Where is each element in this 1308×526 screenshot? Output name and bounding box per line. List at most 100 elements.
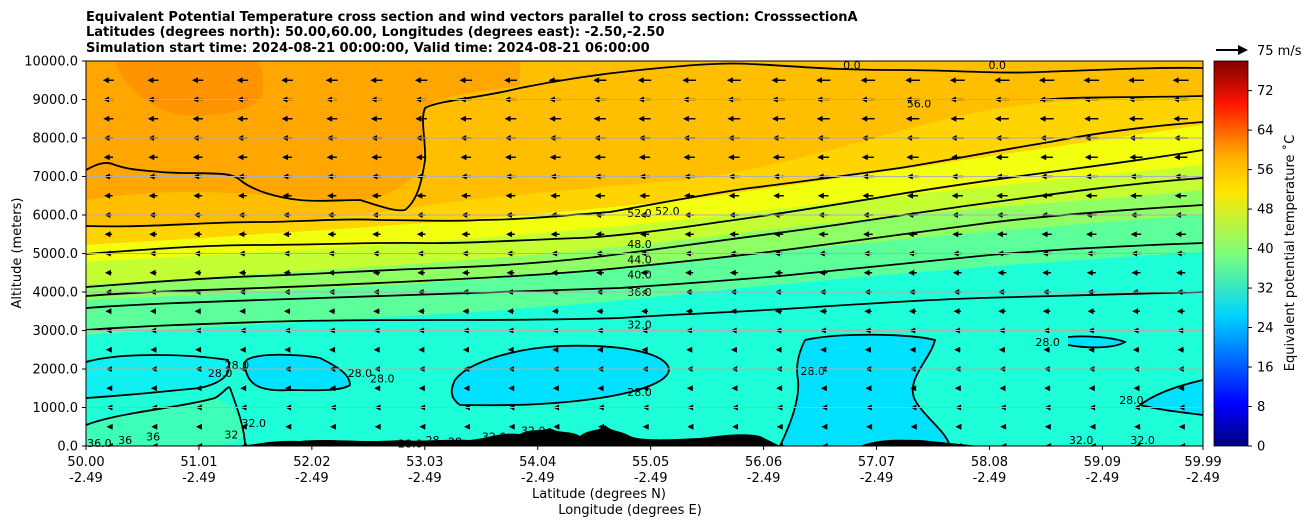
wind-arrow-icon [776,385,783,392]
wind-arrow-icon [817,192,829,199]
wind-arrow-icon [1089,443,1096,446]
wind-arrow-icon [415,115,427,122]
wind-arrow-icon [416,192,426,199]
wind-arrow-icon [861,154,874,161]
wind-arrow-icon [998,346,1006,353]
wind-arrow-icon [239,308,246,315]
contour-label: 36 [146,430,160,443]
y-tick-label: 9000.0 [33,93,79,108]
wind-arrow-icon [908,308,917,315]
wind-arrow-icon [953,308,961,315]
contour-label: 36.0 [87,437,112,450]
wind-arrow-icon [1087,308,1096,315]
y-tick-label: 1000.0 [33,401,79,416]
wind-arrow-icon [103,154,113,161]
contour-28-lower [86,354,230,399]
x-tick-label-lat: 57.07 [858,455,895,470]
contour-label: 40.0 [627,269,652,282]
wind-arrow-icon [415,154,427,161]
wind-arrow-icon [552,346,559,353]
wind-arrow-icon [1088,385,1095,392]
wind-arrow-icon [863,269,873,276]
wind-arrow-icon [239,346,246,353]
wind-arrow-icon [732,443,739,446]
wind-arrow-icon [105,346,112,353]
wind-arrow-icon [1179,443,1186,446]
wind-arrow-icon [371,154,382,161]
x-tick-label-lat: 55.05 [632,455,669,470]
wind-arrow-icon [282,154,293,161]
wind-arrow-icon [1173,115,1189,122]
contour-label: 28.0 [1119,394,1144,407]
wind-arrow-icon [374,385,381,392]
wind-arrow-icon [106,385,113,392]
wind-arrow-icon [860,77,876,84]
wind-arrow-icon [682,77,697,84]
colorbar-tick-label: 8 [1257,400,1265,415]
wind-arrow-icon [459,77,473,84]
contour-label: 28.0 [1035,336,1060,349]
wind-arrow-icon [104,192,113,199]
y-axis-label: Altitude (meters) [10,198,25,309]
wind-arrow-icon [327,192,337,199]
wind-arrow-icon [147,77,159,84]
wind-arrow-icon [505,154,516,161]
wind-arrow-icon [683,154,695,161]
quiver-key: 75 m/s [1216,44,1302,59]
wind-arrow-icon [329,346,336,353]
wind-arrow-icon [285,443,292,446]
wind-arrow-icon [370,77,383,84]
y-tick-label: 5000.0 [33,247,79,262]
wind-arrow-icon [552,385,559,392]
wind-arrow-icon [236,77,249,84]
wind-arrow-icon [549,154,561,161]
wind-arrow-icon [775,346,782,353]
wind-arrow-icon [641,308,648,315]
wind-arrow-icon [1131,269,1141,276]
wind-arrow-icon [281,77,293,84]
wind-arrow-icon [730,308,738,315]
wind-arrow-icon [861,115,875,122]
wind-arrow-icon [821,443,828,446]
wind-arrow-icon [283,308,291,315]
wind-arrow-icon [730,346,737,353]
wind-arrow-icon [325,77,338,84]
wind-arrow-icon [866,443,873,446]
wind-arrow-icon [642,385,649,392]
contour-labels: 52.0 52.0 48.0 44.0 40.0 36.0 32.0 28.0 56.0 28.0… [87,59,1155,451]
wind-arrow-icon [731,385,738,392]
wind-arrow-icon [507,308,514,315]
contour-label: 32.0 [1130,434,1155,447]
colorbar-tick-label: 0 [1257,440,1265,455]
wind-arrow-icon [330,443,337,446]
wind-arrow-icon [414,77,428,84]
wind-arrow-icon [194,308,201,315]
band-28-32-d [1140,380,1203,415]
contour-label: 0.0 [843,59,861,72]
y-gridlines [86,99,1203,408]
wind-arrow-icon [862,192,874,199]
wind-arrow-icon [682,115,696,122]
wind-arrow-icon [1038,77,1055,84]
contour-label: 28.0 [627,386,652,399]
wind-arrow-icon [371,192,382,199]
filled-contour-field [86,61,1203,446]
contour-label: 28.0 [225,359,250,372]
wind-arrow-icon [818,231,829,238]
wind-arrow-icon [553,423,560,430]
contour-label: 52.0 [655,205,680,218]
wind-arrow-icon [508,443,515,446]
x-tick-label-lon: -2.49 [408,471,442,486]
wind-arrow-icon [284,346,291,353]
wind-arrow-icon [551,308,559,315]
wind-arrow-icon [1000,423,1007,430]
wind-arrow-icon [370,115,383,122]
wind-arrow-icon [1178,423,1185,430]
wind-arrow-icon [1041,231,1052,238]
chart-title-line-1: Equivalent Potential Temperature cross s… [86,10,858,25]
wind-arrow-icon [999,385,1006,392]
wind-arrow-icon [417,308,425,315]
wind-arrow-icon [508,385,515,392]
wind-arrow-icon [776,423,783,430]
wind-arrow-icon [1134,423,1141,430]
